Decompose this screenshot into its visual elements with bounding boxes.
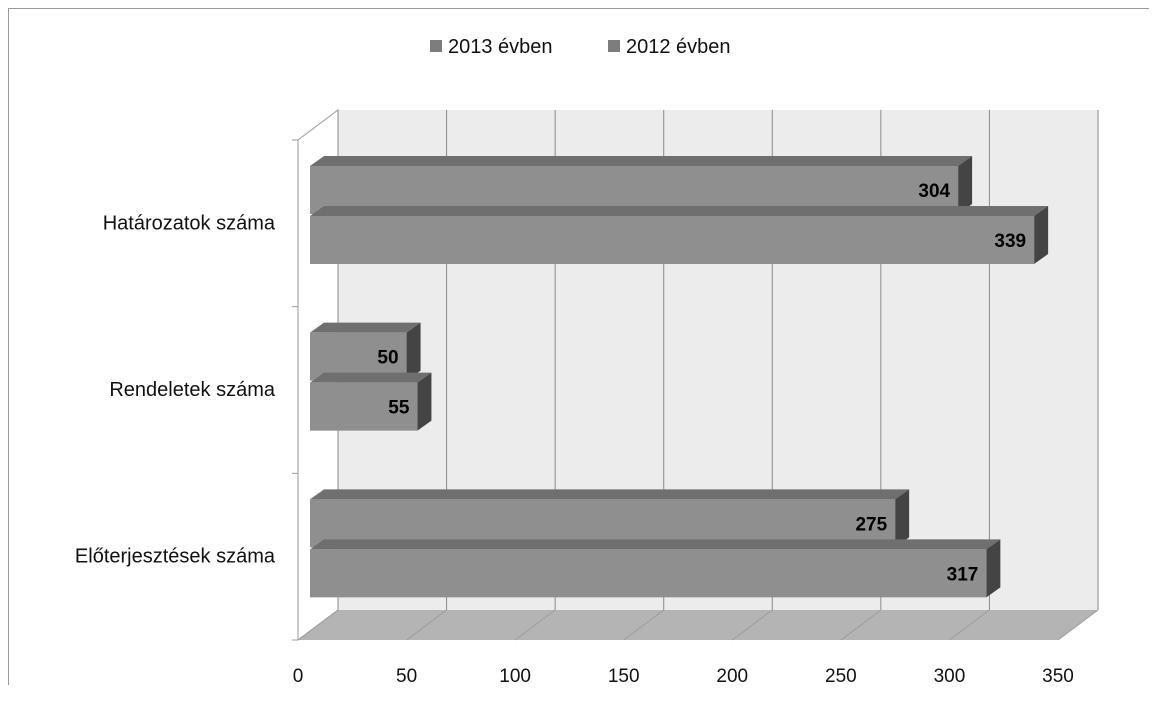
- bar-side-face: [958, 156, 973, 214]
- bar-top-face: [310, 539, 1001, 550]
- category-label: Határozatok száma: [103, 212, 276, 234]
- floor-gridline: [949, 609, 990, 641]
- floor-gridline: [406, 609, 447, 641]
- bar-top-face: [310, 489, 910, 500]
- x-tick-label: 350: [1042, 666, 1074, 687]
- x-tick-label: 250: [825, 666, 857, 687]
- data-label: 55: [388, 398, 410, 419]
- bar-top-face: [310, 156, 973, 166]
- bar-0-series-1: [310, 206, 1049, 264]
- bar-front-face: [310, 382, 418, 431]
- bar-top-face: [310, 322, 421, 333]
- floor-gridline: [514, 609, 556, 641]
- legend: 2013 évben 2012 évben: [430, 36, 731, 58]
- bar-side-face: [1034, 206, 1049, 264]
- data-label: 50: [377, 348, 398, 369]
- category-label: Előterjesztések száma: [75, 546, 276, 568]
- bar-2-series-1: [310, 539, 1001, 598]
- floor-gridline: [1057, 609, 1099, 641]
- bar-side-face: [895, 489, 910, 548]
- floor-gridline: [623, 609, 665, 641]
- bar-top-face: [310, 372, 432, 383]
- data-label: 339: [994, 231, 1026, 252]
- bar-1-series-0: [310, 322, 421, 381]
- bar-0-series-0: [310, 156, 973, 214]
- bar-front-face: [310, 216, 1035, 264]
- bar-side-face: [417, 372, 432, 431]
- legend-label: 2013 évben: [448, 36, 553, 58]
- bars-group: [310, 156, 1049, 598]
- x-tick-label: 0: [293, 666, 304, 687]
- bar-side-face: [406, 322, 421, 381]
- x-tick-label: 50: [396, 666, 417, 687]
- floor-gridline: [840, 609, 882, 641]
- floor-gridline: [297, 609, 339, 641]
- labels-group: 0 50 100 150 200 250 300 350 304 339 Határozatok s…: [75, 181, 1074, 687]
- category-label: Rendeletek száma: [109, 379, 276, 401]
- legend-swatch: [430, 40, 442, 52]
- x-tick-label: 200: [716, 666, 748, 687]
- bar-side-face: [986, 539, 1001, 598]
- data-label: 275: [855, 514, 887, 535]
- bar-top-face: [310, 206, 1049, 216]
- data-label: 304: [918, 181, 950, 202]
- bar-2-series-0: [310, 489, 910, 548]
- x-tick-label: 300: [934, 666, 966, 687]
- plot-floor: [298, 610, 1098, 640]
- legend-label: 2012 évben: [626, 36, 731, 58]
- legend-swatch: [608, 40, 620, 52]
- bar-1-series-1: [310, 372, 432, 431]
- bar-front-face: [310, 549, 987, 598]
- x-tick-label: 150: [608, 666, 640, 687]
- x-tick-label: 100: [499, 666, 531, 687]
- floor-gridline: [731, 609, 773, 641]
- data-label: 317: [947, 564, 979, 585]
